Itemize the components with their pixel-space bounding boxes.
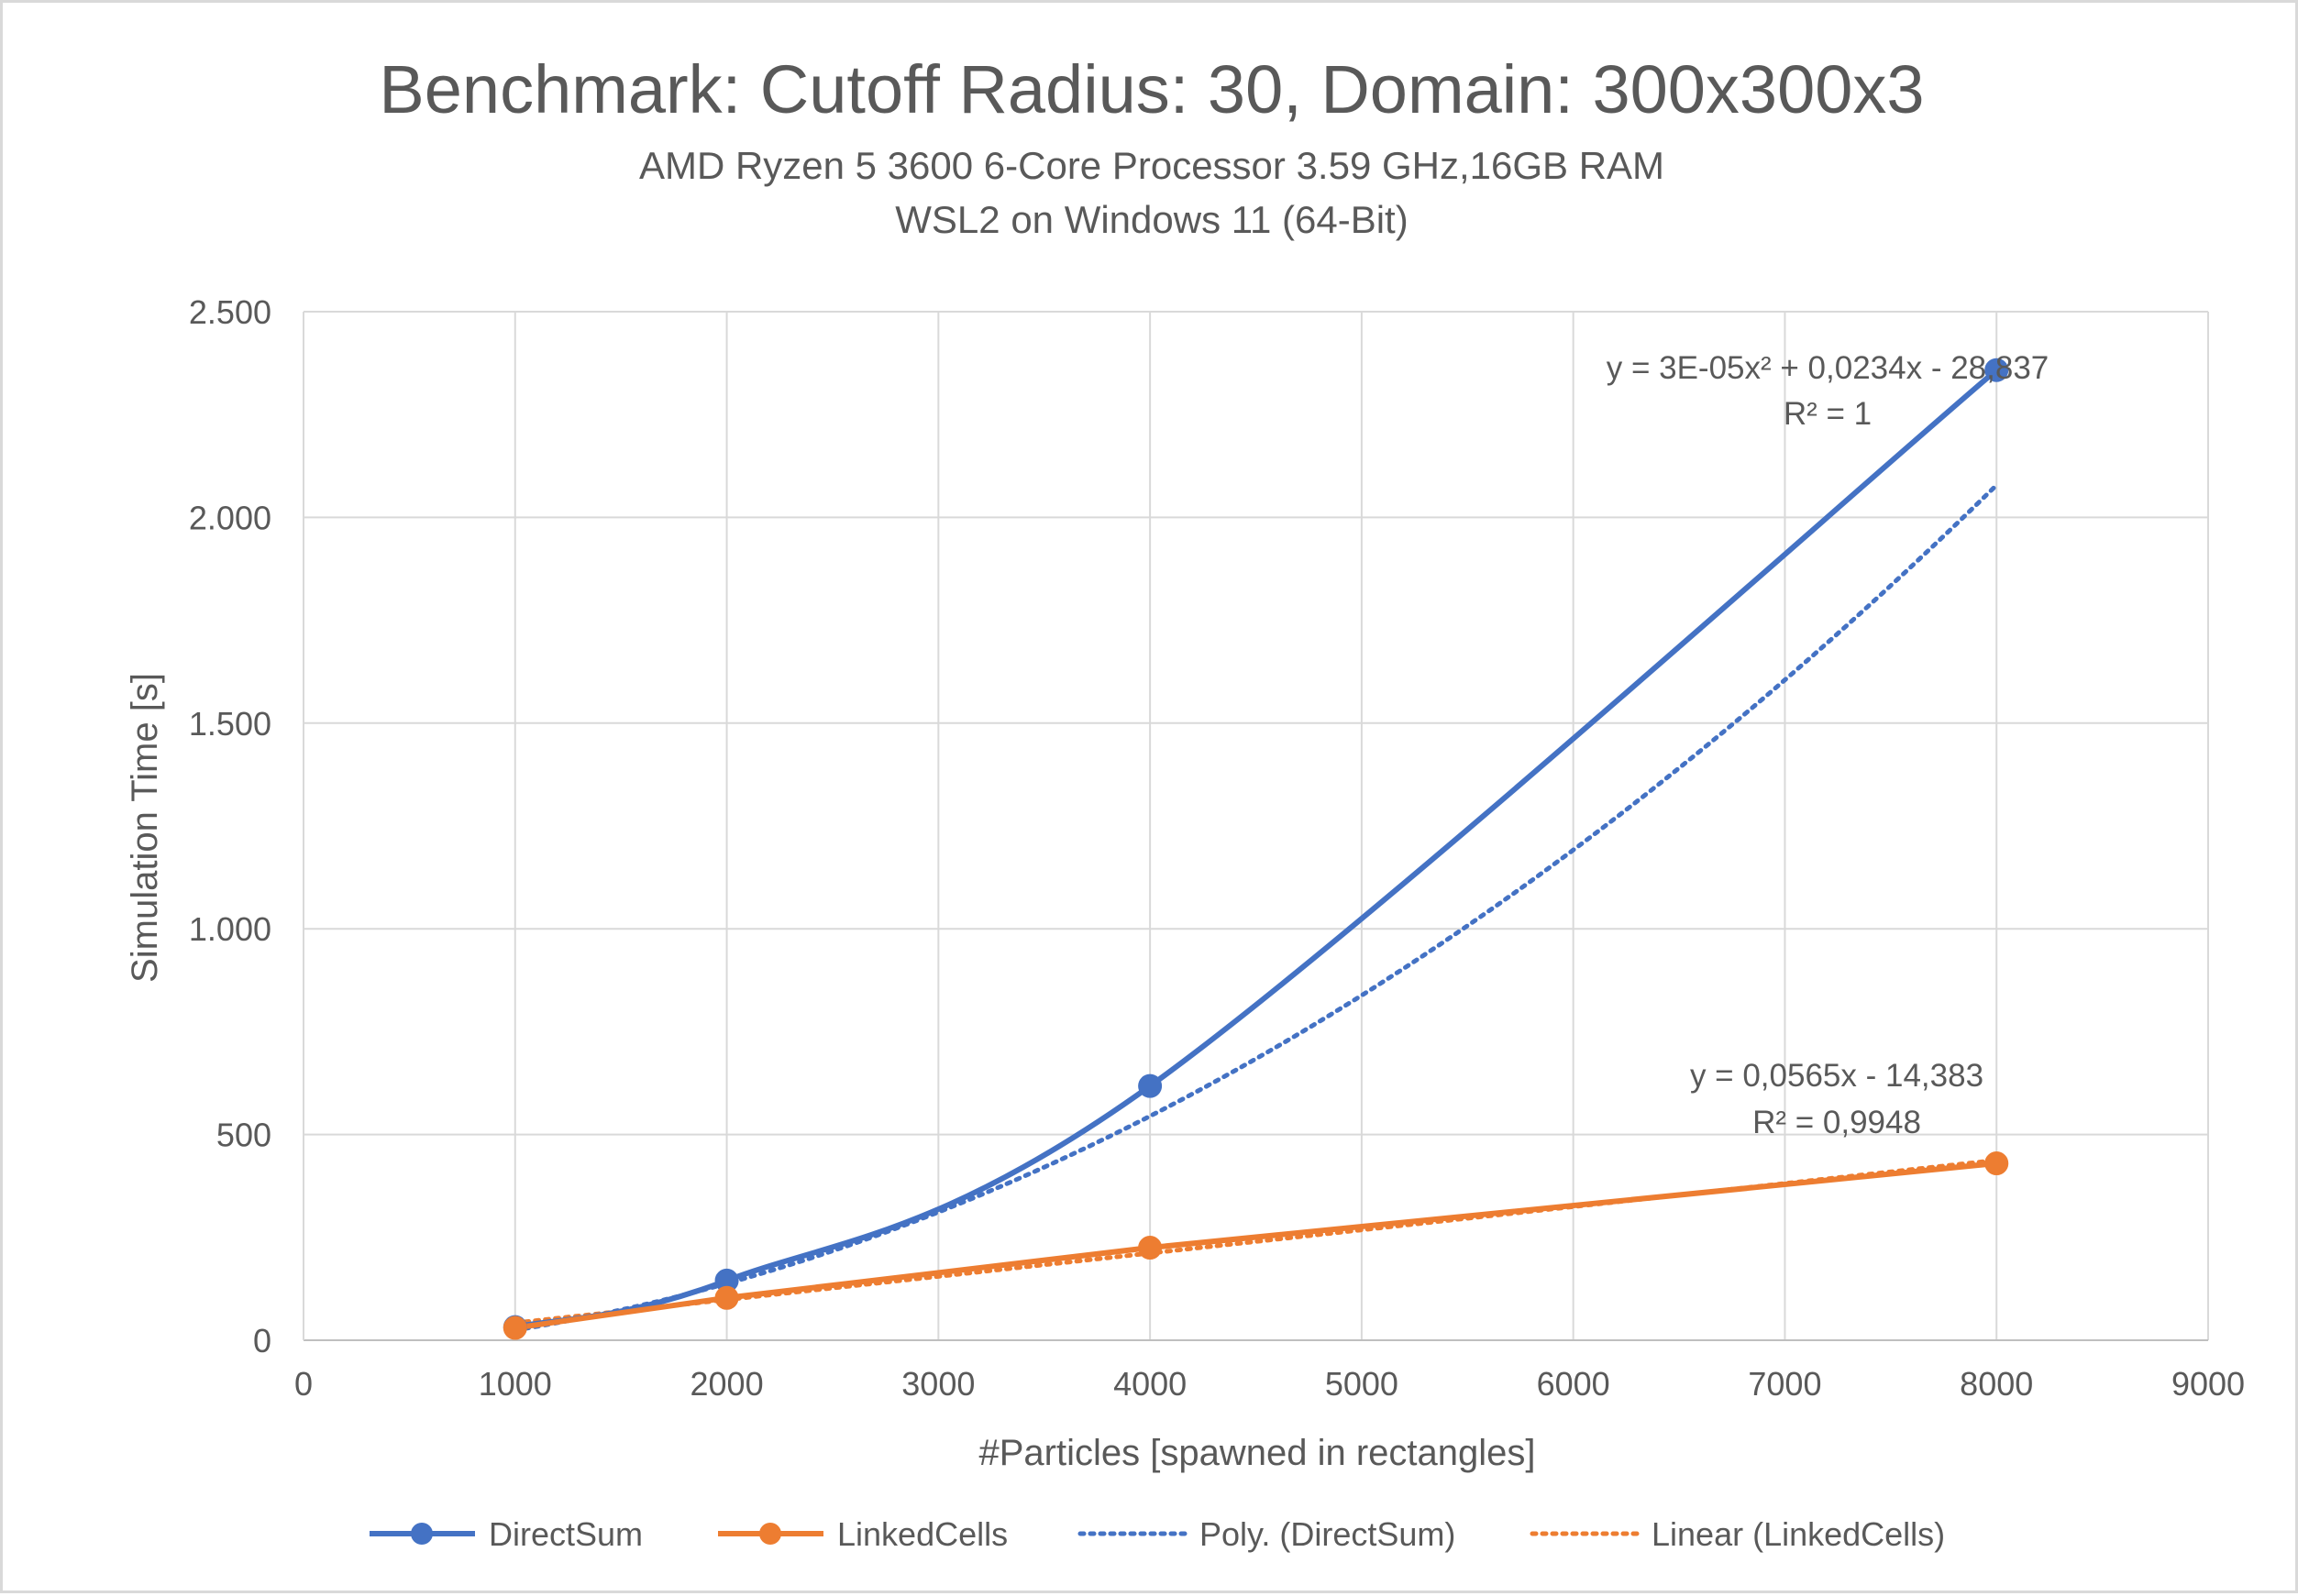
legend-item-directsum: DirectSum [370,1515,643,1553]
x-axis-title: #Particles [spawned in rectangles] [979,1433,1536,1473]
trendline-layer [513,482,1999,1333]
legend-item-linkedcells: LinkedCells [718,1515,1008,1553]
trendline-directsum [513,482,1999,1333]
data-point-linkedcells-4000 [1138,1236,1163,1260]
x-tick-label: 4000 [1113,1365,1187,1403]
x-tick-label: 8000 [1960,1365,2033,1403]
x-tick-label: 3000 [901,1365,975,1403]
marker-layer [503,358,2009,1340]
x-tick-label: 0 [294,1365,313,1403]
legend-label-linkedcells: LinkedCells [837,1515,1008,1553]
y-tick-label: 2.000 [189,499,271,536]
y-tick-label: 500 [216,1117,271,1154]
legend-item-poly-directsum: Poly. (DirectSum) [1077,1515,1455,1553]
trendline-equation-directsum: y = 3E-05x² + 0,0234x - 28,837 [1607,350,2049,386]
x-tick-label: 7000 [1748,1365,1821,1403]
y-axis-title: Simulation Time [s] [125,673,165,983]
axis-layer: 0 1000 2000 3000 4000 5000 6000 7000 8000 9000 0 50… [189,293,2245,1403]
series-line-linkedcells [512,1161,2000,1331]
trendline-equation-linkedcells: y = 0,0565x - 14,383 [1690,1058,1983,1094]
legend-label-poly-directsum: Poly. (DirectSum) [1199,1515,1455,1553]
legend-label-directsum: DirectSum [489,1515,643,1553]
chart-subtitle-line-2: WSL2 on Windows 11 (64-Bit) [895,198,1408,241]
legend-item-linear-linkedcells: Linear (LinkedCells) [1530,1515,1945,1553]
data-point-linkedcells-2000 [714,1285,739,1310]
chart-subtitle-line-1: AMD Ryzen 5 3600 6-Core Processor 3.59 G… [639,144,1664,187]
y-tick-label: 1.000 [189,910,271,948]
data-point-directsum-8000 [1984,358,2009,382]
trendline-r2-directsum: R² = 1 [1784,396,1872,432]
series-line-directsum [512,367,2000,1330]
legend-label-linear-linkedcells: Linear (LinkedCells) [1652,1515,1945,1553]
y-tick-label: 0 [253,1322,271,1359]
x-tick-label: 5000 [1325,1365,1398,1403]
x-tick-label: 1000 [479,1365,552,1403]
data-point-linkedcells-8000 [1984,1151,2009,1176]
y-tick-label: 1.500 [189,705,271,743]
data-point-linkedcells-1000 [503,1315,527,1340]
x-tick-label: 9000 [2171,1365,2245,1403]
x-tick-label: 2000 [691,1365,764,1403]
legend: DirectSum LinkedCells Poly. (DirectSum) Lin… [370,1515,1945,1553]
x-tick-label: 6000 [1537,1365,1610,1403]
legend-marker-directsum [411,1523,433,1545]
chart-title: Benchmark: Cutoff Radius: 30, Domain: 30… [379,51,1924,127]
series-layer [512,367,2000,1331]
y-tick-label: 2.500 [189,293,271,331]
legend-marker-linkedcells [759,1523,781,1545]
trendline-r2-linkedcells: R² = 0,9948 [1752,1105,1921,1140]
annotation-layer: y = 3E-05x² + 0,0234x - 28,837 R² = 1 y = … [1607,350,2049,1140]
chart-svg: Benchmark: Cutoff Radius: 30, Domain: 30… [125,51,2245,1553]
data-point-directsum-4000 [1138,1073,1163,1098]
grid-layer [304,311,2209,1340]
